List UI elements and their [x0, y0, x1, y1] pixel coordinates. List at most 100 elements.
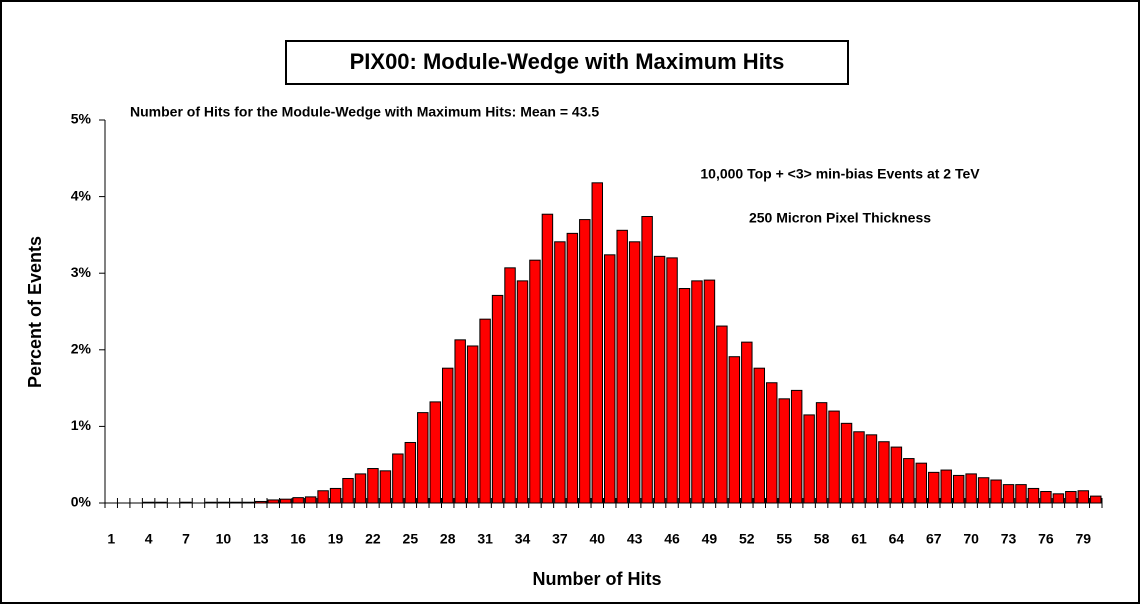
bar — [579, 219, 591, 504]
bar — [541, 213, 554, 504]
bar — [865, 434, 878, 504]
bar — [815, 402, 828, 504]
bar — [803, 414, 815, 504]
bar — [491, 294, 504, 504]
bar — [554, 241, 566, 504]
bar — [990, 479, 1002, 504]
bar — [417, 412, 429, 504]
bar — [965, 473, 977, 504]
x-tick-label: 49 — [702, 531, 718, 547]
bar — [392, 453, 404, 504]
bar — [853, 431, 865, 504]
bar — [317, 490, 329, 504]
y-axis-label: Percent of Events — [25, 236, 45, 388]
x-tick-label: 46 — [664, 531, 680, 547]
bar — [641, 216, 653, 504]
bar — [1077, 490, 1090, 504]
bar — [529, 259, 541, 504]
bar — [616, 229, 628, 504]
x-tick-label: 61 — [851, 531, 867, 547]
bar — [604, 254, 616, 504]
bar — [367, 468, 379, 504]
bar — [479, 318, 491, 504]
x-tick-label: 43 — [627, 531, 643, 547]
bar — [890, 446, 903, 504]
x-tick-label: 67 — [926, 531, 942, 547]
x-tick-label: 28 — [440, 531, 456, 547]
title-box — [285, 40, 849, 85]
x-tick-label: 34 — [515, 531, 531, 547]
bar — [354, 473, 367, 504]
bar — [1040, 491, 1052, 504]
x-tick-label: 37 — [552, 531, 568, 547]
bar — [379, 470, 392, 504]
x-tick-label: 55 — [776, 531, 792, 547]
bar — [279, 498, 292, 504]
bar — [454, 339, 466, 504]
bar — [977, 477, 990, 504]
bar — [292, 497, 304, 504]
y-tick-label: 5% — [71, 111, 92, 127]
bar — [703, 279, 716, 504]
bar — [666, 257, 678, 504]
x-tick-label: 52 — [739, 531, 755, 547]
x-tick-label: 58 — [814, 531, 830, 547]
y-tick-label: 1% — [71, 417, 92, 433]
bar — [915, 462, 928, 504]
bar — [329, 487, 342, 504]
x-tick-label: 64 — [889, 531, 905, 547]
bar — [840, 422, 853, 504]
bar — [790, 389, 803, 504]
chart-title: PIX00: Module-Wedge with Maximum Hits — [350, 49, 785, 74]
x-tick-label: 79 — [1076, 531, 1092, 547]
bar — [1027, 487, 1040, 504]
bar — [828, 410, 840, 504]
bar — [304, 496, 317, 504]
x-tick-label: 4 — [145, 531, 153, 547]
bar — [628, 241, 641, 504]
bar — [753, 367, 766, 504]
annotation: 250 Micron Pixel Thickness — [749, 210, 931, 226]
bar — [766, 382, 778, 504]
bar — [1052, 493, 1065, 504]
bar — [940, 469, 952, 504]
bar — [1015, 484, 1027, 504]
bar — [1002, 484, 1015, 504]
bar — [1090, 495, 1102, 504]
x-tick-label: 16 — [290, 531, 306, 547]
bar — [952, 474, 965, 504]
bar — [653, 255, 666, 504]
x-tick-label: 19 — [328, 531, 344, 547]
bar — [591, 182, 603, 504]
x-tick-label: 10 — [216, 531, 232, 547]
y-tick-label: 2% — [71, 341, 92, 357]
bar — [466, 345, 479, 504]
bar — [342, 477, 354, 504]
bar — [404, 441, 417, 504]
x-tick-label: 25 — [403, 531, 419, 547]
bar — [691, 280, 703, 504]
bar — [1065, 491, 1077, 504]
annotation: 10,000 Top + <3> min-bias Events at 2 Te… — [700, 166, 980, 182]
x-tick-label: 70 — [963, 531, 979, 547]
x-tick-label: 13 — [253, 531, 269, 547]
y-tick-label: 3% — [71, 264, 92, 280]
subtitle: Number of Hits for the Module-Wedge with… — [130, 104, 599, 120]
x-tick-label: 76 — [1038, 531, 1054, 547]
bar — [678, 288, 691, 504]
bar — [516, 280, 529, 504]
y-tick-label: 4% — [71, 187, 92, 203]
x-tick-label: 7 — [182, 531, 190, 547]
bar — [878, 441, 890, 504]
x-tick-label: 40 — [589, 531, 605, 547]
y-tick-label: 0% — [71, 494, 92, 510]
bar — [504, 267, 516, 504]
bar — [441, 367, 454, 504]
bar — [716, 325, 728, 504]
bar — [778, 398, 790, 504]
x-tick-label: 73 — [1001, 531, 1017, 547]
bar — [429, 401, 441, 504]
bar — [903, 458, 915, 504]
x-tick-label: 31 — [477, 531, 493, 547]
